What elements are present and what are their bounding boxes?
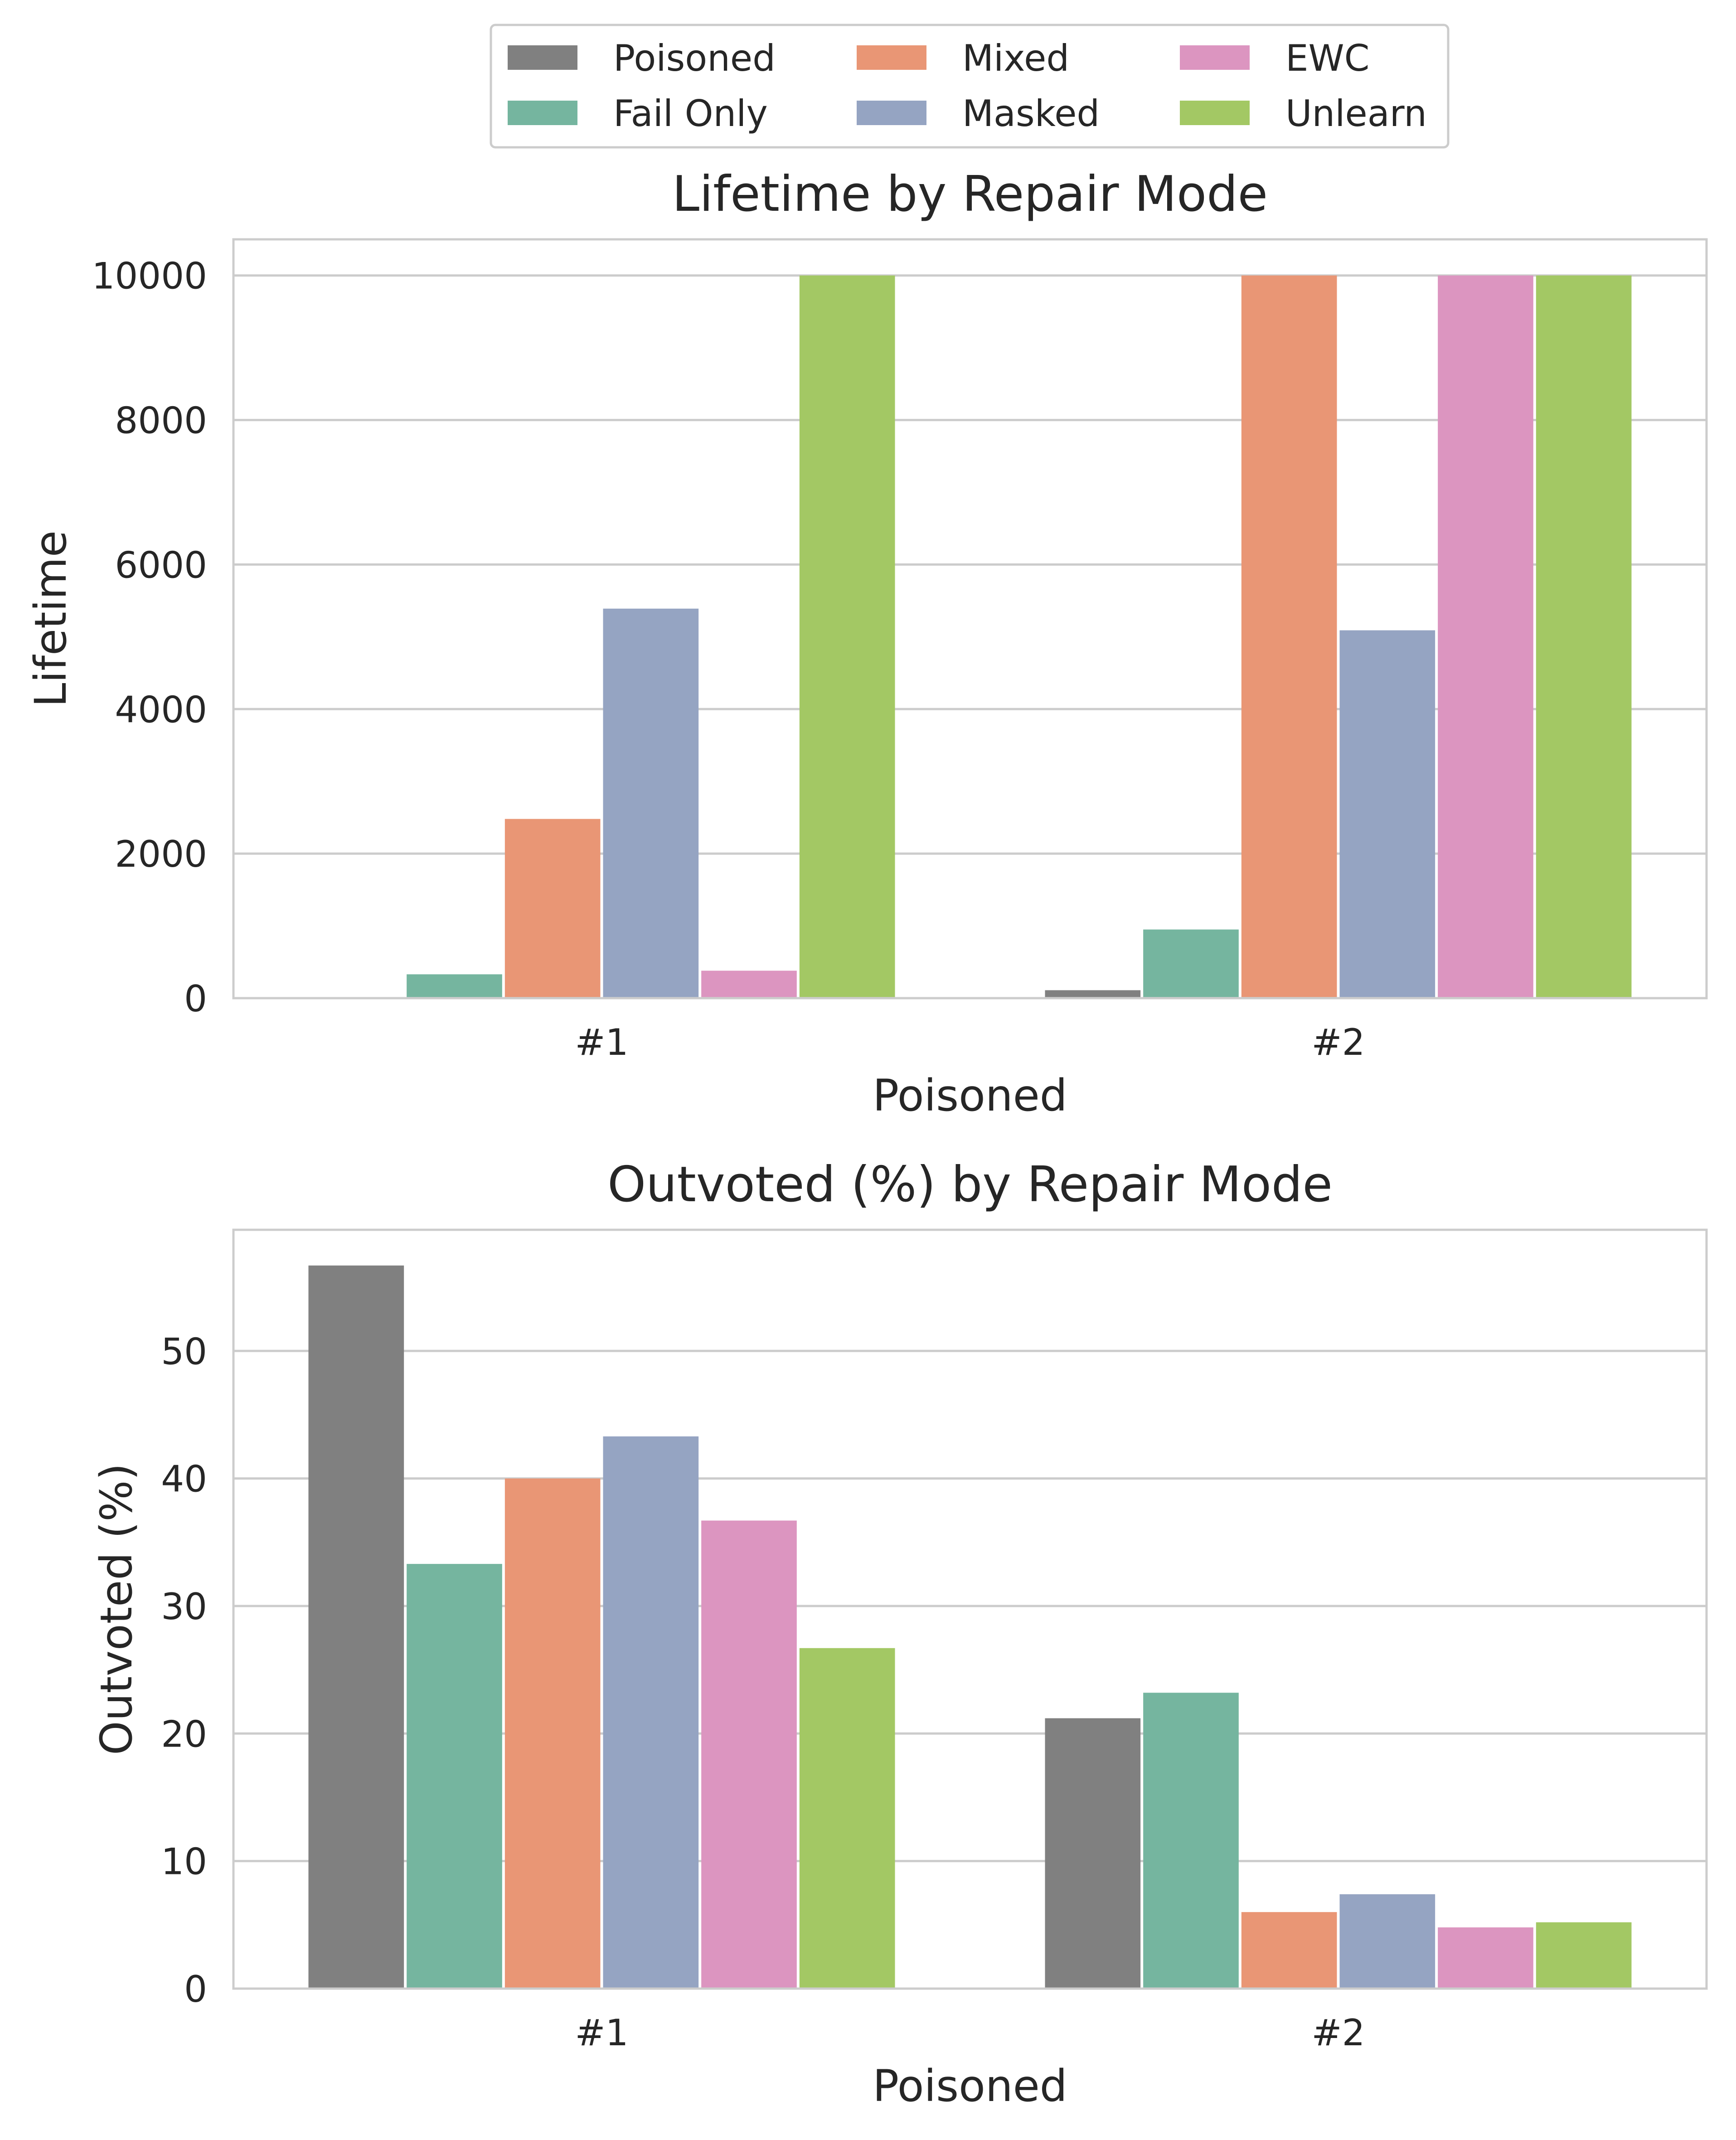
legend-swatch-ewc (1180, 45, 1250, 70)
lifetime-chart: Lifetime by Repair Mode 0 2000 4000 6000 800… (25, 166, 1708, 1121)
y-tick-label: 40 (161, 1458, 207, 1500)
y-tick-label: 50 (161, 1330, 207, 1373)
x-tick-label: #2 (1312, 2012, 1365, 2054)
y-tick-label: 30 (161, 1586, 207, 1628)
chart-title: Outvoted (%) by Repair Mode (607, 1156, 1333, 1213)
bar-mixed-1 (504, 1478, 601, 1989)
legend-label-ewc: EWC (1285, 37, 1370, 79)
y-axis-label: Lifetime (25, 530, 76, 707)
bar-unlearn-2 (1536, 1922, 1632, 1989)
bar-poisoned-1 (308, 1265, 404, 1989)
legend: Poisoned Fail Only Mixed Masked EWC Unlearn (490, 24, 1450, 149)
legend-swatch-masked (857, 101, 926, 125)
legend-label-masked: Masked (962, 92, 1100, 135)
y-tick-label: 10 (161, 1841, 207, 1883)
bar-masked-2 (1339, 630, 1435, 998)
y-tick-label: 8000 (115, 400, 207, 442)
x-axis-label: Poisoned (873, 1070, 1067, 1121)
bar-fail-only-2 (1143, 1693, 1239, 1989)
y-tick-label: 6000 (115, 544, 207, 586)
bar-unlearn-2 (1536, 275, 1632, 998)
bar-mixed-1 (504, 819, 601, 998)
legend-label-unlearn: Unlearn (1285, 92, 1427, 135)
chart-title: Lifetime by Repair Mode (672, 166, 1268, 223)
y-axis-label: Outvoted (%) (91, 1463, 142, 1755)
y-tick-label: 0 (184, 1968, 207, 2010)
plot-frame (232, 1228, 1708, 1990)
y-tick-label: 2000 (115, 833, 207, 875)
legend-label-poisoned: Poisoned (613, 37, 776, 79)
x-tick-label: #1 (575, 2012, 629, 2054)
bar-masked-1 (603, 1436, 699, 1989)
y-tick-label: 20 (161, 1713, 207, 1755)
legend-swatch-fail-only (508, 101, 577, 125)
x-axis-label: Poisoned (873, 2061, 1067, 2111)
bar-ewc-2 (1438, 1927, 1533, 1989)
legend-swatch-mixed (857, 45, 926, 70)
plot-frame (232, 238, 1708, 1000)
bar-unlearn-1 (799, 1648, 895, 1989)
bar-poisoned-2 (1045, 990, 1141, 998)
bar-ewc-1 (701, 971, 797, 998)
bar-ewc-2 (1438, 275, 1533, 998)
x-tick-label: #1 (575, 1021, 629, 1063)
bar-fail-only-2 (1143, 929, 1239, 998)
bar-masked-1 (603, 608, 699, 998)
outvoted-chart: Outvoted (%) by Repair Mode 01020304050 … (91, 1156, 1708, 2111)
bar-mixed-2 (1241, 1912, 1337, 1989)
bar-fail-only-1 (407, 974, 502, 998)
y-tick-label: 4000 (115, 689, 207, 731)
legend-label-mixed: Mixed (962, 37, 1069, 79)
legend-swatch-poisoned (508, 45, 577, 70)
bar-mixed-2 (1241, 275, 1337, 998)
y-tick-label: 0 (184, 978, 207, 1020)
bar-fail-only-1 (407, 1564, 502, 1989)
x-tick-label: #2 (1312, 1021, 1365, 1063)
bar-ewc-1 (701, 1520, 797, 1989)
bar-poisoned-2 (1045, 1718, 1141, 1989)
legend-label-fail-only: Fail Only (613, 92, 768, 135)
legend-swatch-unlearn (1180, 101, 1250, 125)
y-tick-label: 10000 (92, 255, 208, 297)
bar-unlearn-1 (799, 275, 895, 998)
bar-masked-2 (1339, 1894, 1435, 1989)
